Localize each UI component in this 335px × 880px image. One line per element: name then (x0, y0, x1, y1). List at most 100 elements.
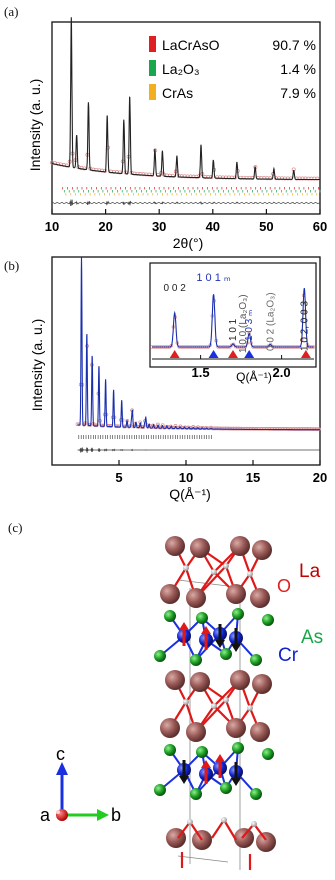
observed-point (232, 175, 237, 180)
la-atom (230, 536, 250, 556)
bond (241, 823, 255, 839)
x-tick-label: 40 (206, 219, 220, 234)
as-atom (262, 614, 274, 626)
axis-b-label: b (111, 805, 121, 825)
inset-peak-label: 1 0 2, 0 0 3 (299, 301, 310, 351)
observed-point (209, 175, 214, 180)
as-atom (190, 788, 202, 800)
spin-arrowhead (231, 778, 241, 786)
inset-peak-label: 0 0 2 (La₂O₃) (265, 292, 276, 351)
la-atom (226, 584, 246, 604)
chart-a-xlabel: 2θ(°) (173, 235, 204, 251)
inset-tick-label: 2.0 (273, 365, 291, 380)
panel-a-label: (a) (4, 4, 19, 19)
inset-peak-label: 1 0 1 ₘ (196, 272, 231, 284)
observed-point (117, 170, 122, 175)
chart-b-ticks: 5 10 15 20 (115, 460, 327, 485)
inset-tick-label: 1.5 (192, 365, 210, 380)
peak-marker (244, 350, 255, 358)
label-la: La (299, 561, 321, 582)
observed-point (75, 422, 80, 427)
o-atom (183, 699, 189, 705)
chart-a-marks (50, 17, 321, 207)
o-atom (247, 705, 253, 711)
legend-swatch-lacraso (149, 36, 156, 52)
o-atom (187, 819, 193, 825)
chart-b-xlabel: Q(Å⁻¹) (169, 486, 211, 502)
bond (223, 819, 237, 841)
x-tick-label: 50 (259, 219, 273, 234)
as-atom (190, 654, 202, 666)
chart-b: 5 10 15 20 Intensity (a. u.) Q(Å⁻¹) 1.5 2.0 0… (29, 256, 327, 502)
x-tick-label: 10 (45, 219, 59, 234)
chart-a-ticks: 10 20 30 40 50 60 (45, 209, 327, 234)
as-atom (164, 610, 176, 622)
label-as: As (301, 627, 323, 648)
observed-point (115, 424, 120, 429)
observed-point (315, 176, 320, 181)
x-tick-label: 15 (246, 470, 260, 485)
observed-point (170, 173, 175, 178)
legend-value-lacraso: 90.7 % (272, 37, 316, 53)
as-atom (250, 654, 262, 666)
observed-point (315, 427, 319, 431)
as-atom (262, 748, 274, 760)
o-atom (211, 569, 217, 575)
legend-swatch-cras (149, 84, 156, 100)
axes-triad (56, 762, 109, 821)
crystal-atoms (154, 536, 276, 870)
o-atom (211, 703, 217, 709)
spin-arrowhead (179, 776, 189, 784)
observed-point (107, 424, 112, 428)
observed-point (268, 176, 273, 181)
panel-c-label: (c) (8, 520, 23, 535)
spin-arrowhead (201, 626, 211, 634)
label-o: O (277, 576, 291, 596)
as-atom (220, 648, 232, 660)
peak-marker (300, 350, 311, 358)
observed-point (157, 425, 162, 430)
la-atom (256, 832, 276, 852)
difference-curve (77, 447, 320, 454)
inset-calculated-line (152, 288, 314, 348)
bond (189, 821, 203, 841)
legend-swatch-la2o3 (149, 60, 156, 76)
chart-a-frame (51, 21, 321, 215)
x-tick-label: 20 (98, 219, 112, 234)
inset-marks: 1.5 2.0 0 0 2 1 0 1 ₘ 1 0 1 1 0 3 ₘ 0 0 2 (La₂… (150, 272, 316, 380)
observed-point (175, 425, 180, 430)
spin-arrowhead (179, 622, 189, 630)
legend-name-lacraso: LaCrAsO (162, 37, 220, 53)
peak-marker (208, 350, 219, 358)
as-atom (196, 612, 208, 624)
chart-b-ylabel: Intensity (a. u.) (29, 319, 45, 412)
la-atom (165, 536, 185, 556)
observed-point (141, 425, 146, 429)
la-atom (234, 828, 254, 848)
as-atom (232, 742, 244, 754)
x-tick-label: 30 (152, 219, 166, 234)
inset-observed-point (230, 343, 234, 347)
o-atom (221, 817, 227, 823)
observed-point (77, 422, 81, 427)
as-atom (220, 782, 232, 794)
spin-arrowhead (215, 754, 225, 762)
observed-point (103, 168, 108, 173)
la-atom (230, 670, 250, 690)
la-atom (160, 718, 180, 738)
o-atom (183, 565, 189, 571)
la-atom (186, 722, 206, 742)
o-atom (247, 571, 253, 577)
la-atom (160, 584, 180, 604)
observed-point (82, 166, 87, 171)
la-atom (252, 674, 272, 694)
calculated-line (77, 257, 320, 431)
la-atom (250, 722, 270, 742)
crystal-structure: La O As Cr c a b (40, 536, 323, 870)
as-atom (196, 746, 208, 758)
inset-peak-label: 1 0 3 ₘ (244, 310, 255, 341)
spin-arrowhead (201, 760, 211, 768)
as-atom (154, 650, 166, 662)
legend-value-la2o3: 1.4 % (280, 61, 316, 77)
as-atom (250, 788, 262, 800)
